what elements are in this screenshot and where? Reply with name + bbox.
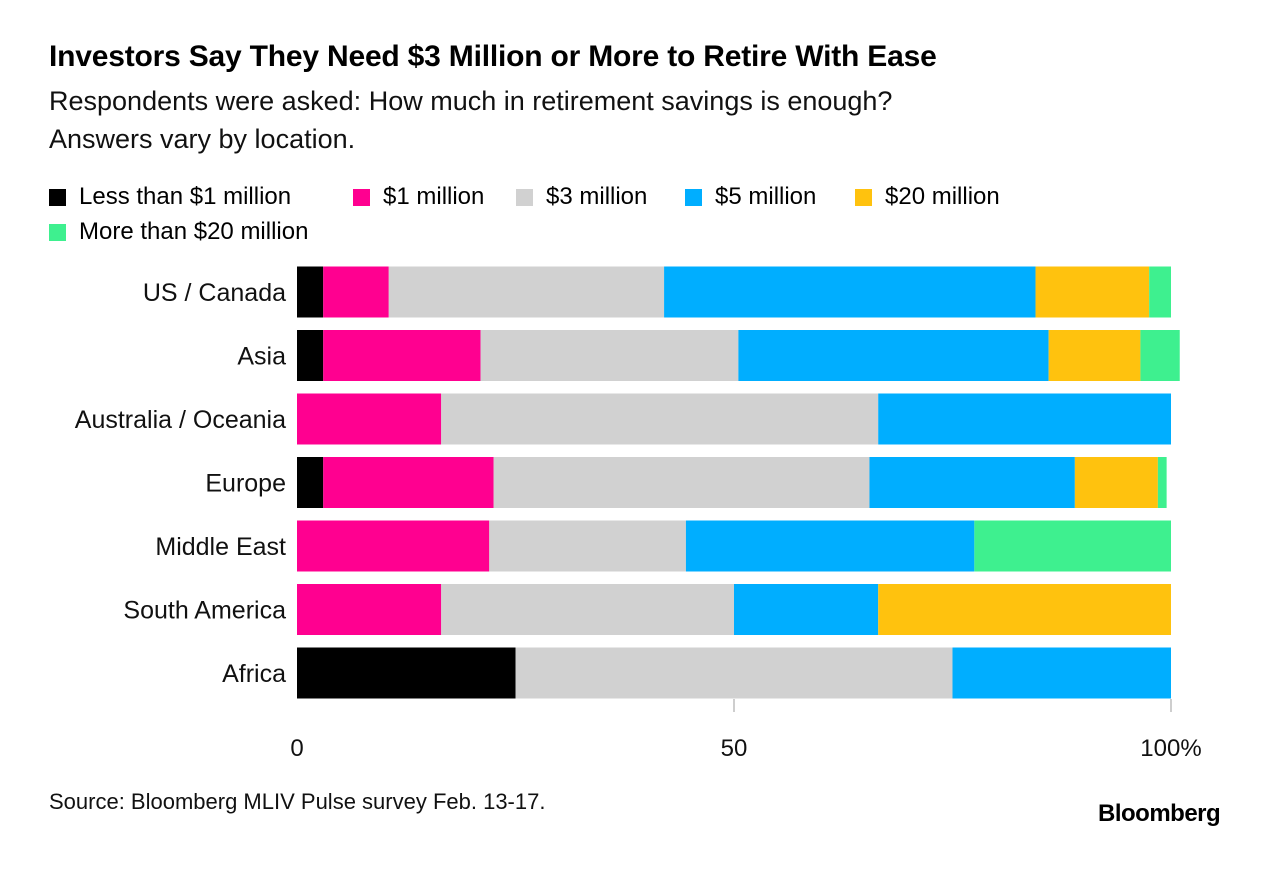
bar-segment-asia-1-million xyxy=(323,330,481,381)
bar-segment-middle-east-1-million xyxy=(297,520,490,572)
source-note: Source: Bloomberg MLIV Pulse survey Feb.… xyxy=(49,789,546,814)
legend-item-1m: $1 million xyxy=(353,183,484,211)
bar-segment-africa-3-million xyxy=(515,647,953,699)
bar-segment-asia-5-million xyxy=(738,330,1049,381)
bar-segment-africa-5-million xyxy=(952,647,1171,699)
bar-segment-south-america-20-million xyxy=(878,584,1171,635)
bar-segment-asia-less-than-1-million xyxy=(297,330,324,381)
bar-segment-asia-20-million xyxy=(1048,330,1141,381)
bar-segment-us-canada-more-than-20-million xyxy=(1149,266,1171,318)
legend-label: More than $20 million xyxy=(79,218,309,245)
category-label-asia: Asia xyxy=(237,343,286,371)
bar-segment-asia-more-than-20-million xyxy=(1140,330,1180,381)
x-tick-label: 0 xyxy=(290,735,303,762)
bar-segment-us-canada-5-million xyxy=(664,266,1036,318)
bar-segment-europe-5-million xyxy=(869,457,1075,508)
bar-segment-us-canada-3-million xyxy=(388,266,665,318)
bar-segment-middle-east-5-million xyxy=(685,520,975,572)
category-label-middle-east: Middle East xyxy=(155,533,286,561)
category-label-us-canada: US / Canada xyxy=(143,279,286,307)
legend-label: Less than $1 million xyxy=(79,183,292,210)
bar-segment-australia-oceania-1-million xyxy=(297,393,442,445)
category-label-australia-oceania: Australia / Oceania xyxy=(75,406,286,434)
bar-segment-us-canada-20-million xyxy=(1035,266,1150,318)
legend-swatch xyxy=(49,223,66,241)
bar-segment-australia-oceania-3-million xyxy=(441,393,879,445)
bar-segment-europe-3-million xyxy=(493,457,870,508)
bloomberg-logo: Bloomberg xyxy=(1098,800,1221,827)
legend-label: $3 million xyxy=(546,183,648,210)
category-label-south-america: South America xyxy=(123,597,286,625)
legend-swatch xyxy=(353,188,370,206)
bar-segment-south-america-1-million xyxy=(297,584,442,635)
bar-segment-africa-less-than-1-million xyxy=(297,647,516,699)
bar-segment-south-america-3-million xyxy=(441,584,734,635)
bar-segment-asia-3-million xyxy=(480,330,739,381)
bar-segment-europe-20-million xyxy=(1074,457,1158,508)
bar-segment-us-canada-less-than-1-million xyxy=(297,266,324,318)
bar-segment-us-canada-1-million xyxy=(323,266,389,318)
chart-title: Investors Say They Need $3 Million or Mo… xyxy=(49,40,937,73)
category-label-europe: Europe xyxy=(205,470,286,498)
legend-swatch xyxy=(685,188,702,206)
legend-item-20m: $20 million xyxy=(855,183,1000,211)
legend-item-3m: $3 million xyxy=(516,183,647,211)
bar-segment-middle-east-3-million xyxy=(489,520,686,572)
legend-item-more-than-20m: More than $20 million xyxy=(49,218,308,246)
legend-label: $1 million xyxy=(383,183,485,210)
legend-swatch xyxy=(516,188,533,206)
x-tick-label: 100% xyxy=(1140,735,1201,762)
x-tick-label: 50 xyxy=(721,735,748,762)
legend-swatch xyxy=(855,188,872,206)
legend-swatch xyxy=(49,188,66,206)
bar-segment-south-america-5-million xyxy=(734,584,879,635)
bar-segment-australia-oceania-5-million xyxy=(878,393,1171,445)
category-label-africa: Africa xyxy=(222,660,286,688)
bar-segment-middle-east-more-than-20-million xyxy=(974,520,1171,572)
legend-item-less-than-1m: Less than $1 million xyxy=(49,183,291,211)
legend-label: $5 million xyxy=(715,183,817,210)
bar-segment-europe-1-million xyxy=(323,457,494,508)
bar-segment-europe-more-than-20-million xyxy=(1157,457,1167,508)
legend-item-5m: $5 million xyxy=(685,183,816,211)
chart-subtitle-line-1: Respondents were asked: How much in reti… xyxy=(49,86,893,116)
bar-segment-europe-less-than-1-million xyxy=(297,457,324,508)
chart-subtitle-line-2: Answers vary by location. xyxy=(49,124,356,154)
legend-label: $20 million xyxy=(885,183,1000,210)
